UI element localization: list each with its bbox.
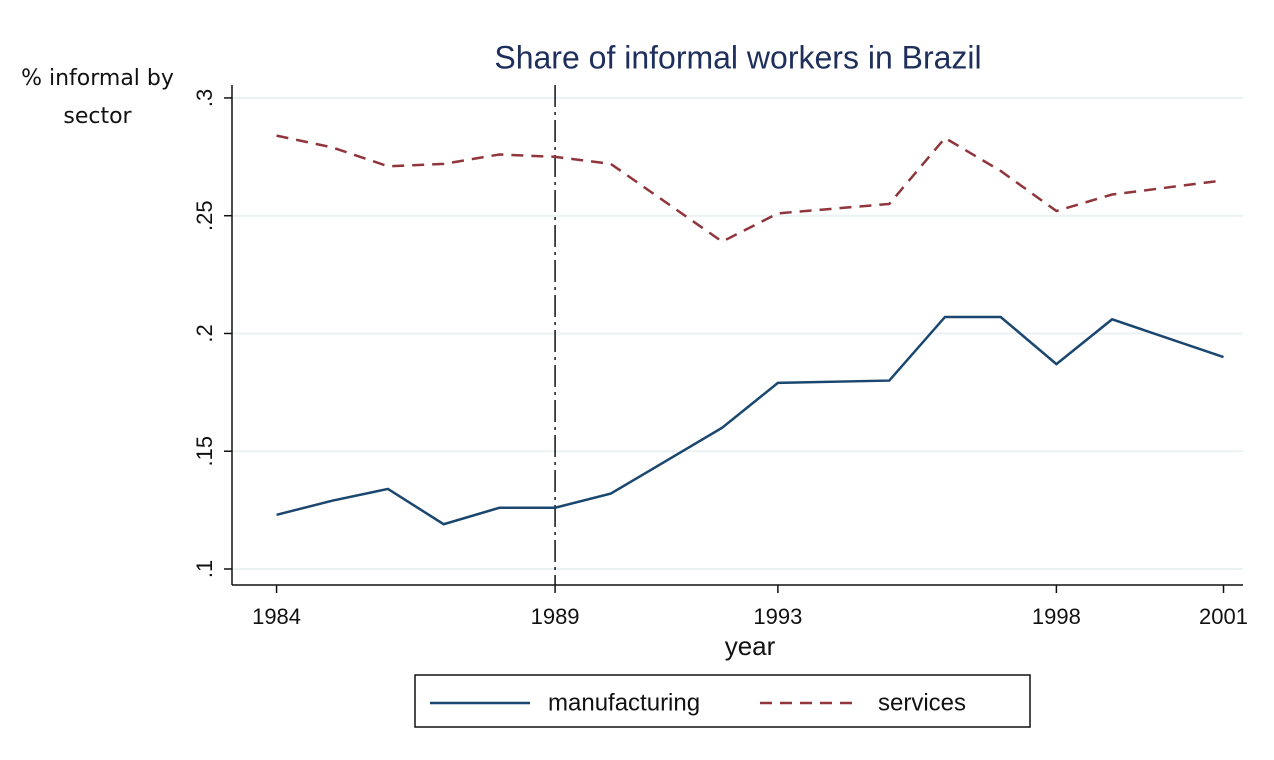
x-tick-label: 1998 xyxy=(1032,604,1081,629)
y-tick-label: .2 xyxy=(192,324,217,342)
y-tick-label: .25 xyxy=(192,200,217,231)
x-tick-label: 1984 xyxy=(252,604,301,629)
series-line xyxy=(276,315,1224,526)
chart-title: Share of informal workers in Brazil xyxy=(494,39,981,75)
series-line xyxy=(276,134,1224,244)
x-tick-label: 1989 xyxy=(531,604,580,629)
y-tick-label: .3 xyxy=(192,89,217,107)
x-tick-label: 1993 xyxy=(753,604,802,629)
y-tick-label: .15 xyxy=(192,436,217,467)
x-axis-label: year xyxy=(725,631,776,661)
y-tick-label: .1 xyxy=(192,560,217,578)
x-tick-label: 2001 xyxy=(1199,604,1248,629)
y-axis-label: % informal by sector xyxy=(21,66,174,129)
legend-label: services xyxy=(878,689,966,716)
legend-label: manufacturing xyxy=(548,689,700,716)
legend-box xyxy=(414,674,1031,728)
